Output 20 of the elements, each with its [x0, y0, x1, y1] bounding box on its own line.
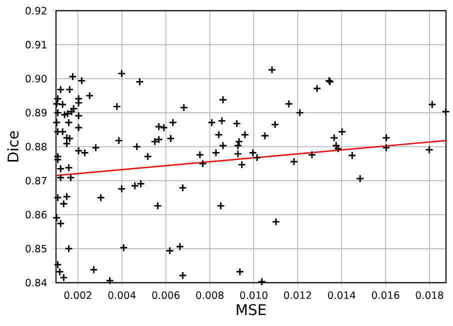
y-tick-label: 0.91 — [26, 40, 46, 48]
x-tick-label: 0.012 — [284, 291, 311, 299]
x-tick-label: 0.008 — [196, 291, 224, 299]
x-tick-label: 0.010 — [240, 291, 268, 299]
x-tick-label: 0.004 — [108, 291, 136, 299]
y-tick-label: 0.86 — [26, 210, 47, 218]
y-axis-title: Dice — [7, 131, 19, 162]
y-tick-label: 0.89 — [26, 108, 47, 116]
x-tick-label: 0.006 — [152, 291, 180, 299]
x-tick-label: 0.018 — [416, 291, 444, 299]
y-tick-label: 0.90 — [26, 74, 47, 82]
y-tick-label: 0.92 — [26, 6, 46, 14]
x-tick-label: 0.014 — [328, 291, 356, 299]
y-tick-label: 0.88 — [26, 142, 47, 150]
x-tick-label: 0.016 — [372, 291, 400, 299]
x-tick-label: 0.002 — [64, 291, 92, 299]
x-axis-title: MSE — [236, 304, 266, 316]
y-tick-label: 0.85 — [26, 244, 46, 252]
y-tick-label: 0.84 — [26, 278, 47, 286]
y-tick-label: 0.87 — [26, 176, 46, 184]
